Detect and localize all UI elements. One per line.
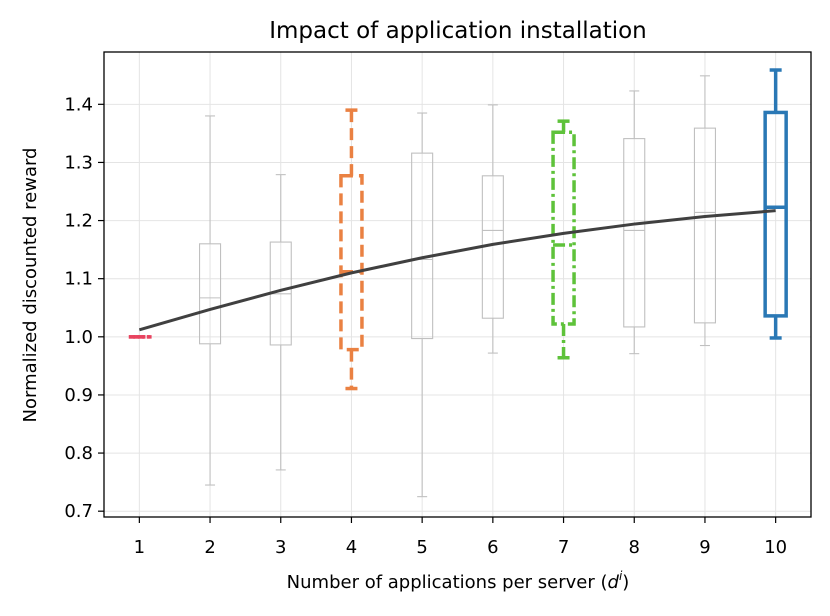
box-iqr: [199, 243, 222, 345]
y-tick-label: 0.7: [64, 501, 93, 522]
box-plot-9: [693, 75, 717, 347]
box-plots: [127, 68, 788, 498]
y-tick-label: 1.3: [64, 152, 93, 173]
x-axis-ticks: 1 2 3 4 5 6 7 8 9 10: [134, 517, 787, 558]
x-tick-label: 10: [764, 537, 787, 558]
y-axis-label: Normalized discounted reward: [20, 148, 41, 423]
x-axis-label-var: d: [608, 572, 620, 593]
box-iqr: [551, 130, 576, 326]
x-axis-label-suffix: ): [622, 572, 629, 593]
x-tick-label: 1: [134, 537, 145, 558]
chart-title: Impact of application installation: [269, 18, 647, 44]
y-tick-label: 1.4: [64, 94, 93, 115]
y-tick-label: 0.8: [64, 443, 93, 464]
x-tick-label: 9: [699, 537, 710, 558]
box-iqr: [623, 138, 646, 328]
box-plot-7: [551, 119, 576, 360]
trend-line: [138, 209, 776, 332]
box-iqr: [339, 174, 364, 352]
box-plot-2: [199, 115, 222, 486]
x-tick-label: 5: [416, 537, 427, 558]
x-axis-label: Number of applications per server (di): [287, 569, 630, 593]
y-tick-label: 1.0: [64, 327, 93, 348]
x-tick-label: 6: [487, 537, 498, 558]
box-iqr: [763, 110, 788, 318]
y-tick-label: 0.9: [64, 385, 93, 406]
box-iqr: [693, 127, 717, 324]
trend-line-group: [138, 209, 776, 332]
x-tick-label: 4: [346, 537, 357, 558]
box-plot-5: [411, 112, 434, 498]
y-axis-ticks: 0.7 0.8 0.9 1.0 1.1 1.2 1.3 1.4: [64, 94, 104, 522]
x-tick-label: 3: [275, 537, 286, 558]
y-tick-label: 1.1: [64, 269, 93, 290]
box-plot-8: [623, 90, 646, 355]
x-axis-label-prefix: Number of applications per server (: [287, 572, 608, 593]
x-tick-label: 2: [204, 537, 215, 558]
plot-frame: [103, 51, 812, 518]
x-axis-label-sup: i: [619, 569, 623, 583]
y-tick-label: 1.2: [64, 211, 93, 232]
box-plot-10: [763, 68, 788, 340]
x-tick-label: 8: [629, 537, 640, 558]
x-tick-label: 7: [558, 537, 569, 558]
box-iqr: [411, 152, 434, 340]
